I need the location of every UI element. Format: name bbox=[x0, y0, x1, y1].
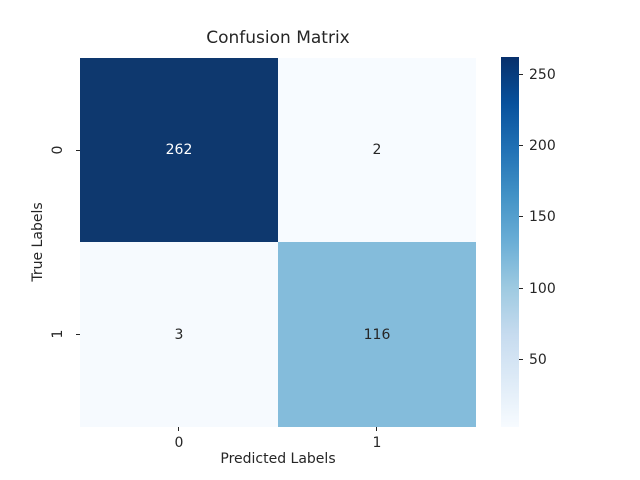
colorbar-tick-label-50: 50 bbox=[529, 352, 547, 368]
colorbar-tick-mark-200 bbox=[519, 145, 523, 146]
colorbar-tick-mark-150 bbox=[519, 216, 523, 217]
x-tick-label-0: 0 bbox=[174, 435, 184, 451]
colorbar-tick-mark-100 bbox=[519, 288, 523, 289]
y-axis-tick-mark-0 bbox=[76, 150, 80, 151]
heatmap-cell-0-0: 262 bbox=[80, 58, 278, 242]
y-axis-label: True Labels bbox=[30, 202, 46, 282]
colorbar-tick-mark-50 bbox=[519, 359, 523, 360]
x-tick-label-1: 1 bbox=[372, 435, 382, 451]
x-axis-tick-mark-0 bbox=[178, 427, 179, 431]
cell-value: 262 bbox=[165, 142, 193, 158]
heatmap-cell-0-1: 2 bbox=[278, 58, 476, 242]
heatmap-cell-1-1: 116 bbox=[278, 242, 476, 427]
colorbar-tick-label-250: 250 bbox=[529, 67, 556, 83]
colorbar-tick-label-200: 200 bbox=[529, 138, 556, 154]
x-axis-label: Predicted Labels bbox=[220, 451, 336, 467]
cell-value: 2 bbox=[372, 142, 382, 158]
colorbar-gradient bbox=[501, 57, 519, 427]
colorbar-tick-mark-250 bbox=[519, 74, 523, 75]
x-axis-tick-mark-1 bbox=[376, 427, 377, 431]
y-axis-tick-mark-1 bbox=[76, 334, 80, 335]
y-tick-label-0: 0 bbox=[50, 145, 66, 155]
colorbar-tick-label-150: 150 bbox=[529, 209, 556, 225]
cell-value: 116 bbox=[363, 326, 391, 343]
cell-value: 3 bbox=[174, 326, 184, 343]
colorbar-tick-label-100: 100 bbox=[529, 281, 556, 297]
heatmap-cell-1-0: 3 bbox=[80, 242, 278, 427]
chart-title: Confusion Matrix bbox=[206, 28, 350, 48]
y-tick-label-1: 1 bbox=[50, 329, 66, 339]
